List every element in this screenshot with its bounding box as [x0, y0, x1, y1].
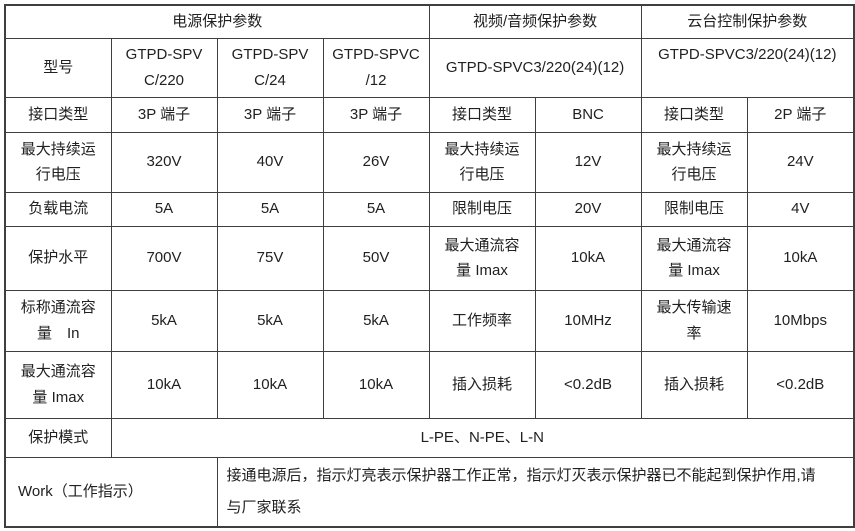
header-power-params: 电源保护参数 [4, 4, 430, 39]
nominal-current-power-label: 标称通流容 量 In [4, 289, 112, 352]
header-row: 电源保护参数 视频/音频保护参数 云台控制保护参数 [4, 4, 855, 39]
load-current-power-value-3: 5A [322, 191, 430, 227]
interface-power-value-1: 3P 端子 [110, 96, 218, 133]
protection-level-power-label: 保护水平 [4, 225, 112, 291]
max-transfer-rate-value: 10Mbps [746, 289, 855, 352]
interface-power-label: 接口类型 [4, 96, 112, 133]
model-power-24: GTPD-SPV C/24 [216, 37, 324, 98]
imax-video-value: 10kA [534, 225, 642, 291]
max-current-power-value-1: 10kA [110, 350, 218, 419]
model-power-12: GTPD-SPVC /12 [322, 37, 430, 98]
limit-voltage-video-label: 限制电压 [428, 191, 536, 227]
interface-power-value-3: 3P 端子 [322, 96, 430, 133]
load-current-power-value-1: 5A [110, 191, 218, 227]
insertion-loss-ptz-label: 插入损耗 [640, 350, 748, 419]
nominal-current-power-value-3: 5kA [322, 289, 430, 352]
interface-video-value: BNC [534, 96, 642, 133]
protection-mode-label: 保护模式 [4, 417, 112, 458]
max-voltage-ptz-label: 最大持续运 行电压 [640, 131, 748, 193]
work-frequency-label: 工作频率 [428, 289, 536, 352]
limit-voltage-ptz-label: 限制电压 [640, 191, 748, 227]
interface-ptz-label: 接口类型 [640, 96, 748, 133]
interface-power-value-2: 3P 端子 [216, 96, 324, 133]
protection-level-power-value-3: 50V [322, 225, 430, 291]
insertion-loss-video-label: 插入损耗 [428, 350, 536, 419]
model-ptz: GTPD-SPVC3/220(24)(12) [640, 37, 855, 98]
protection-mode-row: 保护模式 L-PE、N-PE、L-N [4, 417, 855, 458]
imax-video-label: 最大通流容 量 Imax [428, 225, 536, 291]
max-voltage-ptz-value: 24V [746, 131, 855, 193]
insertion-loss-video-value: <0.2dB [534, 350, 642, 419]
max-voltage-video-label: 最大持续运 行电压 [428, 131, 536, 193]
imax-ptz-label: 最大通流容 量 Imax [640, 225, 748, 291]
limit-voltage-ptz-value: 4V [746, 191, 855, 227]
work-indicator-label: Work（工作指示） [4, 456, 218, 528]
max-current-row: 最大通流容 量 Imax 10kA 10kA 10kA 插入损耗 <0.2dB … [4, 350, 855, 419]
max-voltage-video-value: 12V [534, 131, 642, 193]
spec-table: 电源保护参数 视频/音频保护参数 云台控制保护参数 型号 GTPD-SPV C/… [4, 4, 855, 528]
interface-row: 接口类型 3P 端子 3P 端子 3P 端子 接口类型 BNC 接口类型 2P … [4, 96, 855, 133]
max-voltage-power-value-3: 26V [322, 131, 430, 193]
load-current-power-label: 负载电流 [4, 191, 112, 227]
interface-ptz-value: 2P 端子 [746, 96, 855, 133]
max-current-power-label: 最大通流容 量 Imax [4, 350, 112, 419]
load-current-power-value-2: 5A [216, 191, 324, 227]
max-voltage-power-value-2: 40V [216, 131, 324, 193]
model-label: 型号 [4, 37, 112, 98]
max-voltage-row: 最大持续运 行电压 320V 40V 26V 最大持续运 行电压 12V 最大持… [4, 131, 855, 193]
nominal-current-power-value-1: 5kA [110, 289, 218, 352]
insertion-loss-ptz-value: <0.2dB [746, 350, 855, 419]
load-current-row: 负载电流 5A 5A 5A 限制电压 20V 限制电压 4V [4, 191, 855, 227]
work-indicator-note: 接通电源后，指示灯亮表示保护器工作正常，指示灯灭表示保护器已不能起到保护作用,请… [216, 456, 855, 528]
max-current-power-value-2: 10kA [216, 350, 324, 419]
model-video: GTPD-SPVC3/220(24)(12) [428, 37, 642, 98]
imax-ptz-value: 10kA [746, 225, 855, 291]
max-voltage-power-value-1: 320V [110, 131, 218, 193]
work-frequency-value: 10MHz [534, 289, 642, 352]
limit-voltage-video-value: 20V [534, 191, 642, 227]
max-transfer-rate-label: 最大传输速 率 [640, 289, 748, 352]
model-power-220: GTPD-SPV C/220 [110, 37, 218, 98]
protection-mode-value: L-PE、N-PE、L-N [110, 417, 855, 458]
nominal-current-power-value-2: 5kA [216, 289, 324, 352]
protection-level-power-value-1: 700V [110, 225, 218, 291]
interface-video-label: 接口类型 [428, 96, 536, 133]
max-voltage-power-label: 最大持续运 行电压 [4, 131, 112, 193]
protection-level-power-value-2: 75V [216, 225, 324, 291]
header-video-params: 视频/音频保护参数 [428, 4, 642, 39]
max-current-power-value-3: 10kA [322, 350, 430, 419]
model-row: 型号 GTPD-SPV C/220 GTPD-SPV C/24 GTPD-SPV… [4, 37, 855, 98]
header-ptz-params: 云台控制保护参数 [640, 4, 855, 39]
protection-level-row: 保护水平 700V 75V 50V 最大通流容 量 Imax 10kA 最大通流… [4, 225, 855, 291]
work-indicator-row: Work（工作指示） 接通电源后，指示灯亮表示保护器工作正常，指示灯灭表示保护器… [4, 456, 855, 528]
nominal-current-row: 标称通流容 量 In 5kA 5kA 5kA 工作频率 10MHz 最大传输速 … [4, 289, 855, 352]
